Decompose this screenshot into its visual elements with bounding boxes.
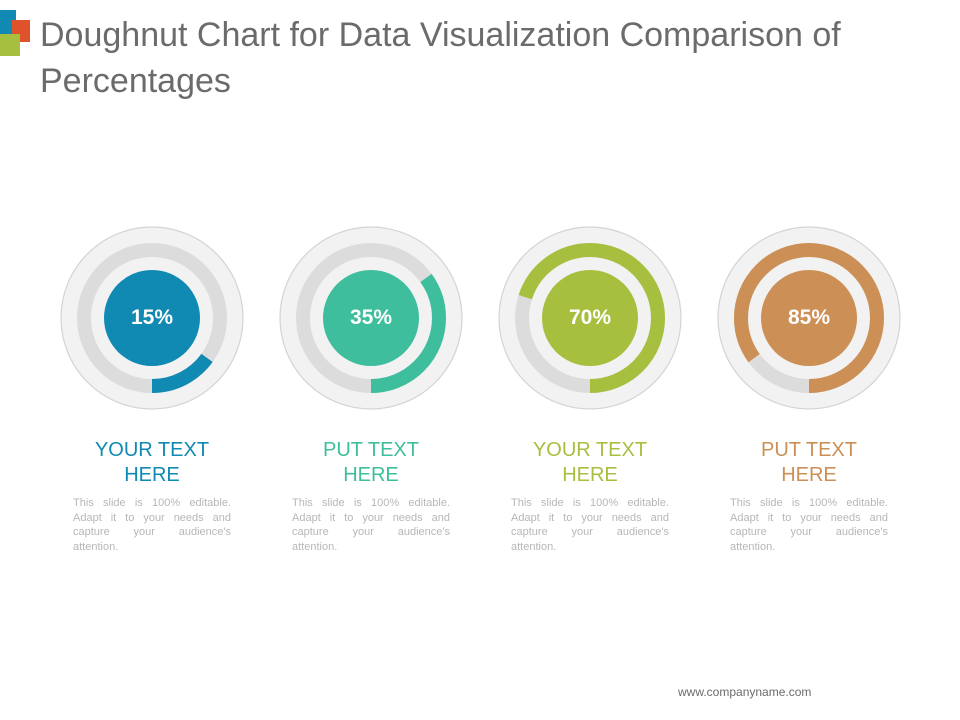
logo [0,10,32,58]
donut-description: This slide is 100% editable. Adapt it to… [511,497,669,553]
donut-value-arc [77,243,227,393]
donut-chart: 85% [715,224,903,412]
donut-svg [60,226,244,410]
donut-percent-label: 70% [568,306,612,329]
donut-center-disc [761,270,857,366]
donut-percent-label: 85% [787,306,831,329]
donut-value-arc [296,243,446,393]
donut-center-disc [542,270,638,366]
logo-square-green [0,34,20,56]
donut-description: This slide is 100% editable. Adapt it to… [73,497,231,553]
donut-category-label: YOUR TEXT HERE [94,439,210,486]
donut-description: This slide is 100% editable. Adapt it to… [292,497,450,553]
page-title: Doughnut Chart for Data Visualization Co… [40,16,841,100]
donut-svg [717,226,901,410]
donut-category-label: YOUR TEXT HERE [532,439,648,486]
donut-value-arc [515,243,665,393]
donut-description: This slide is 100% editable. Adapt it to… [730,497,888,553]
donut-center-disc [104,270,200,366]
donut-percent-label: 35% [349,306,393,329]
donut-svg [279,226,463,410]
footer-url: www.companyname.com [678,685,812,699]
donut-category-label: PUT TEXT HERE [761,439,857,486]
donut-category-label: PUT TEXT HERE [323,439,419,486]
donut-center-disc [323,270,419,366]
donut-value-arc [734,243,884,393]
donut-percent-label: 15% [130,306,174,329]
donut-chart: 35% [277,224,465,412]
donut-chart: 15% [58,224,246,412]
donut-svg [498,226,682,410]
donut-chart: 70% [496,224,684,412]
